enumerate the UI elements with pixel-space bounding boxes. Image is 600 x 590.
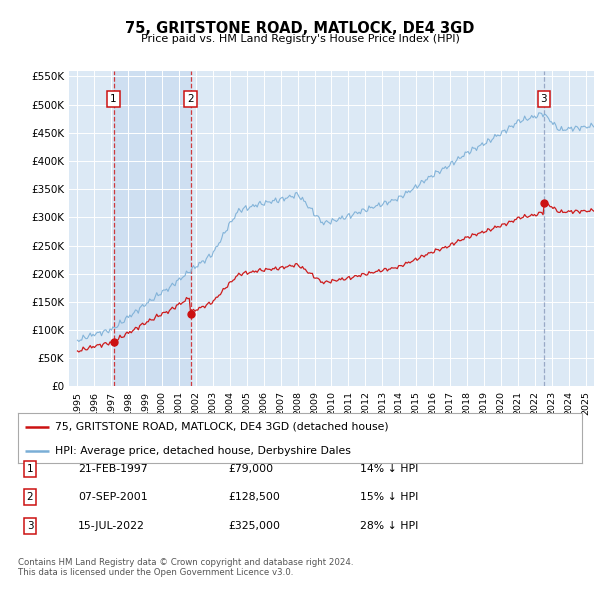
Text: HPI: Average price, detached house, Derbyshire Dales: HPI: Average price, detached house, Derb…: [55, 445, 350, 455]
Text: 2: 2: [187, 94, 194, 104]
Text: 3: 3: [541, 94, 547, 104]
Text: 15-JUL-2022: 15-JUL-2022: [78, 521, 145, 530]
Text: £79,000: £79,000: [228, 464, 273, 474]
Text: 75, GRITSTONE ROAD, MATLOCK, DE4 3GD: 75, GRITSTONE ROAD, MATLOCK, DE4 3GD: [125, 21, 475, 35]
Text: 1: 1: [110, 94, 117, 104]
Text: £128,500: £128,500: [228, 493, 280, 502]
Text: Price paid vs. HM Land Registry's House Price Index (HPI): Price paid vs. HM Land Registry's House …: [140, 34, 460, 44]
Text: 2: 2: [26, 493, 34, 502]
Text: 75, GRITSTONE ROAD, MATLOCK, DE4 3GD (detached house): 75, GRITSTONE ROAD, MATLOCK, DE4 3GD (de…: [55, 421, 388, 431]
Text: Contains HM Land Registry data © Crown copyright and database right 2024.
This d: Contains HM Land Registry data © Crown c…: [18, 558, 353, 577]
Text: 28% ↓ HPI: 28% ↓ HPI: [360, 521, 418, 530]
Text: 21-FEB-1997: 21-FEB-1997: [78, 464, 148, 474]
Text: £325,000: £325,000: [228, 521, 280, 530]
Text: 14% ↓ HPI: 14% ↓ HPI: [360, 464, 418, 474]
Text: 3: 3: [26, 521, 34, 530]
Text: 15% ↓ HPI: 15% ↓ HPI: [360, 493, 418, 502]
Bar: [113, 71, 191, 386]
Text: 07-SEP-2001: 07-SEP-2001: [78, 493, 148, 502]
Text: 1: 1: [26, 464, 34, 474]
